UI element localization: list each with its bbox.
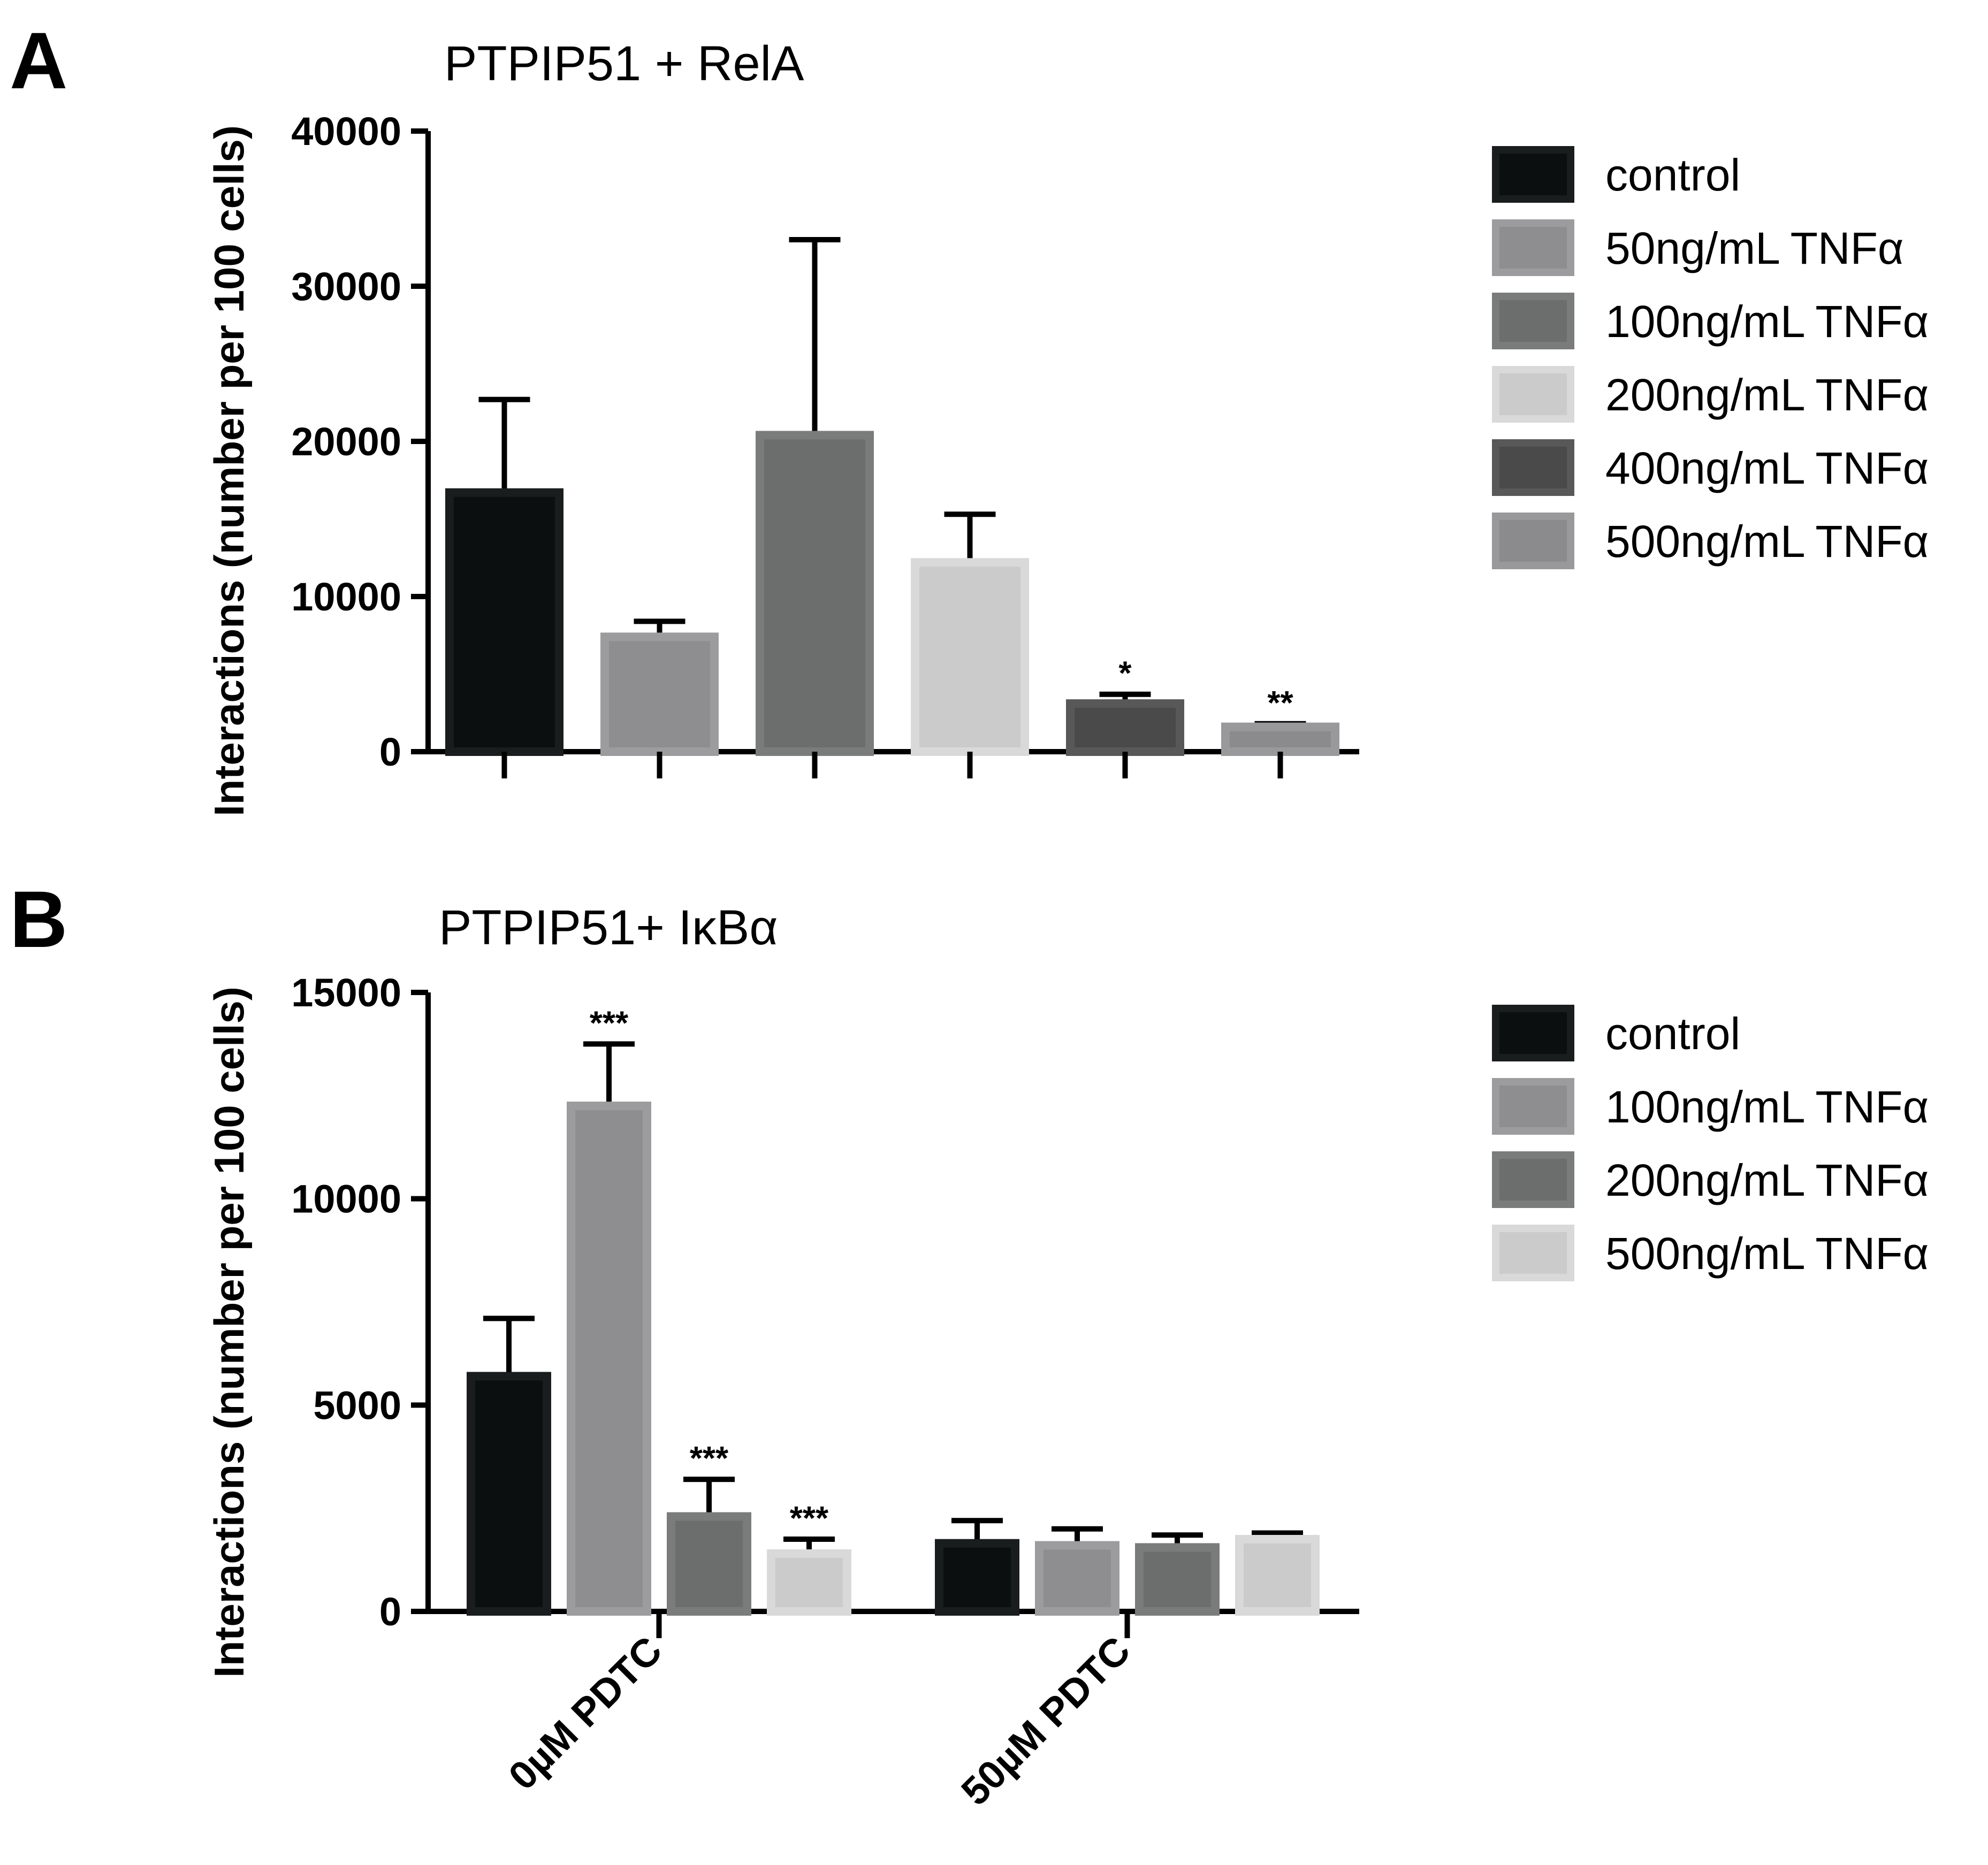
y-tick-label-b: 15000 <box>291 970 401 1015</box>
legend-label-b: control <box>1605 1008 1740 1059</box>
bar-b <box>567 1102 651 1616</box>
y-axis-label-a: Interactions (number per 100 cells) <box>205 125 253 816</box>
legend-swatch-b <box>1492 1151 1574 1208</box>
y-tick-label-a: 0 <box>379 730 401 774</box>
bar-a <box>1066 699 1184 756</box>
legend-swatch-a <box>1492 366 1574 423</box>
y-tick-label-a: 30000 <box>291 264 401 309</box>
panel-a: A PTPIP51 + RelA Interactions (number per … <box>10 16 1929 816</box>
legend-label-a: 200ng/mL TNFα <box>1605 370 1929 420</box>
legend-swatch-b <box>1492 1225 1574 1281</box>
category-label-b: 50µM PDTC <box>953 1628 1139 1814</box>
bar-a <box>445 488 563 756</box>
significance-mark-a: ** <box>1267 685 1293 722</box>
y-tick-label-b: 5000 <box>313 1383 401 1427</box>
legend-label-b: 200ng/mL TNFα <box>1605 1155 1929 1205</box>
y-axis-label-b: Interactions (number per 100 cells) <box>205 987 253 1678</box>
legend-swatch-b <box>1492 1078 1574 1135</box>
legend-label-a: 500ng/mL TNFα <box>1605 516 1929 567</box>
bar-b <box>667 1512 751 1616</box>
bar-b <box>467 1372 551 1616</box>
bar-b <box>1035 1541 1119 1616</box>
y-tick-label-b: 10000 <box>291 1177 401 1221</box>
legend-label-a: control <box>1605 150 1740 200</box>
bar-a <box>1221 722 1339 756</box>
bar-a <box>911 558 1029 756</box>
bar-b <box>1135 1543 1220 1616</box>
legend-swatch-a <box>1492 293 1574 349</box>
chart-title-a: PTPIP51 + RelA <box>444 36 804 91</box>
bar-b <box>1235 1535 1320 1616</box>
significance-mark-b: *** <box>790 1500 829 1537</box>
bar-a <box>600 632 719 756</box>
y-tick-label-a: 10000 <box>291 575 401 619</box>
legend-swatch-a <box>1492 439 1574 496</box>
legend-swatch-b <box>1492 1005 1574 1061</box>
y-tick-label-a: 40000 <box>291 109 401 154</box>
legend-swatch-a <box>1492 219 1574 276</box>
chart-title-b: PTPIP51+ IκBα <box>439 900 778 955</box>
panel-b: B PTPIP51+ IκBα Interactions (number per 1… <box>10 874 1929 1814</box>
legend-swatch-a <box>1492 513 1574 569</box>
y-tick-label-b: 0 <box>379 1589 401 1634</box>
bar-a <box>756 431 874 756</box>
panel-letter-b: B <box>10 874 67 964</box>
significance-mark-b: *** <box>590 1005 629 1042</box>
legend-label-b: 100ng/mL TNFα <box>1605 1082 1929 1132</box>
bar-b <box>767 1549 851 1616</box>
legend-label-a: 100ng/mL TNFα <box>1605 296 1929 347</box>
significance-mark-a: * <box>1118 655 1132 692</box>
bar-b <box>935 1539 1019 1616</box>
legend-swatch-a <box>1492 146 1574 203</box>
legend-label-a: 400ng/mL TNFα <box>1605 443 1929 493</box>
legend-label-b: 500ng/mL TNFα <box>1605 1228 1929 1279</box>
legend-label-a: 50ng/mL TNFα <box>1605 223 1903 273</box>
panel-letter-a: A <box>10 16 67 105</box>
y-tick-label-a: 20000 <box>291 419 401 464</box>
significance-mark-b: *** <box>690 1440 729 1477</box>
category-label-b: 0µM PDTC <box>500 1628 671 1799</box>
